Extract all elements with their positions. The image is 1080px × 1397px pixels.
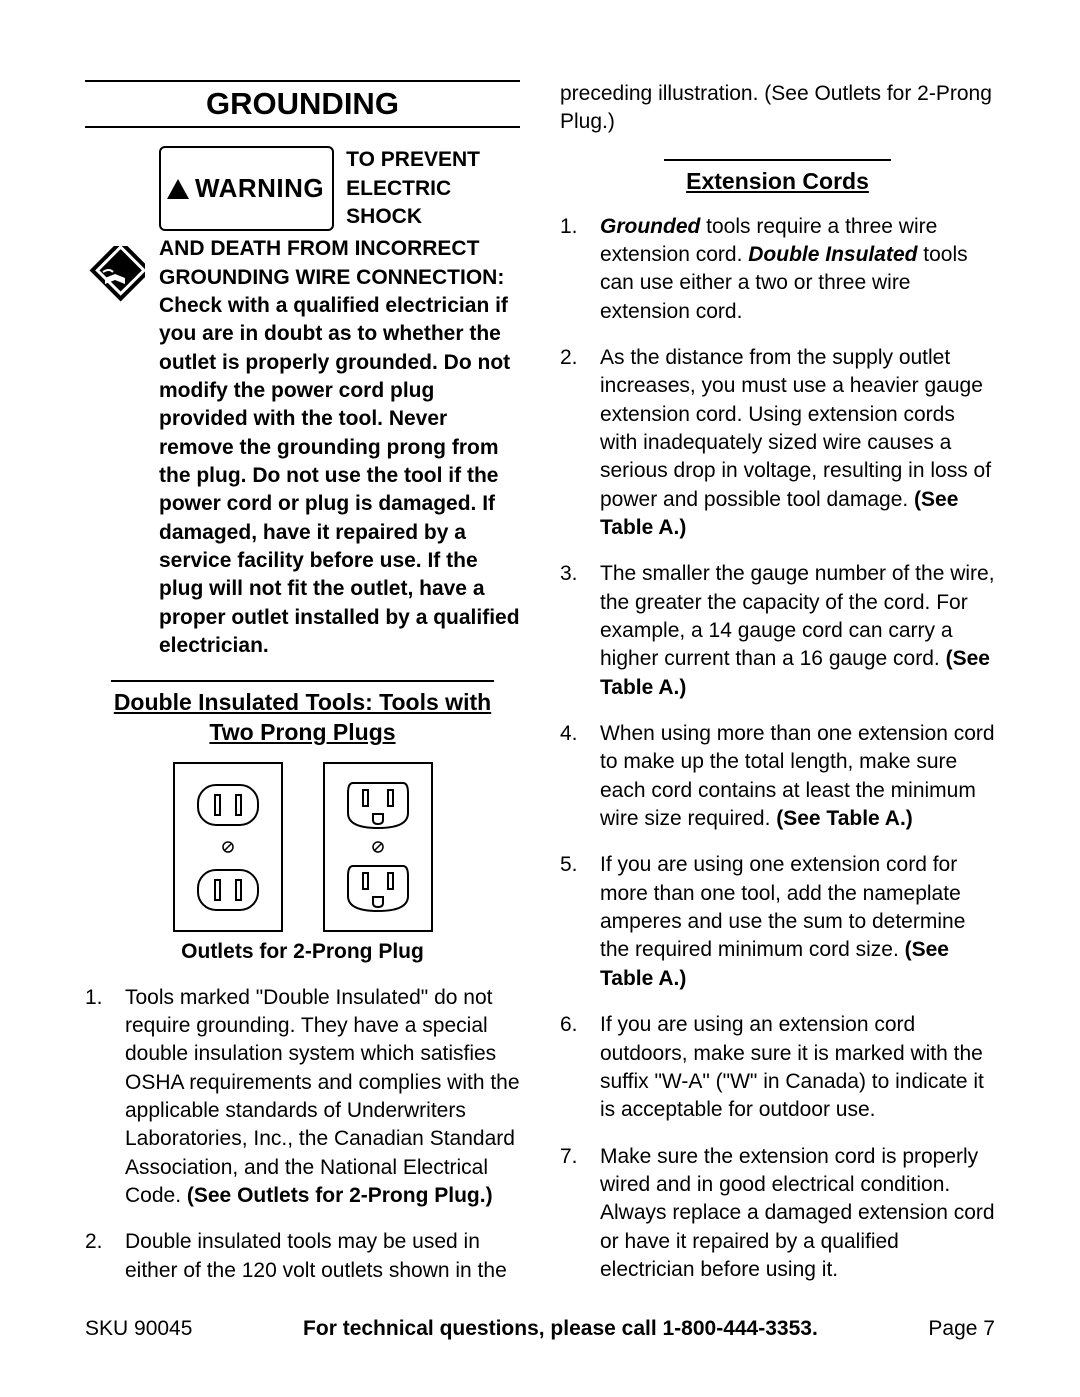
section-title-grounding: GROUNDING <box>85 80 520 128</box>
left-column: GROUNDING WARNING TO PREVENT ELECT <box>85 80 520 1303</box>
list-item: 1. Tools marked "Double Insulated" do no… <box>85 984 520 1211</box>
left-list: 1. Tools marked "Double Insulated" do no… <box>85 984 520 1285</box>
footer-center: For technical questions, please call 1-8… <box>303 1315 818 1342</box>
warning-block: WARNING TO PREVENT ELECTRIC SHOCK AND DE… <box>85 146 520 660</box>
list-item: 5. If you are using one extension cord f… <box>560 851 995 993</box>
warning-badge: WARNING <box>159 146 334 231</box>
list-item: 3. The smaller the gauge number of the w… <box>560 560 995 702</box>
read-manual-icon <box>85 246 145 660</box>
list-item: 2. As the distance from the supply outle… <box>560 344 995 542</box>
warning-text-wrapper: WARNING TO PREVENT ELECTRIC SHOCK AND DE… <box>159 146 520 660</box>
list-item: 4. When using more than one extension co… <box>560 720 995 833</box>
list-item: 7. Make sure the extension cord is prope… <box>560 1143 995 1285</box>
warning-body-text: Check with a qualified electrician if yo… <box>159 292 520 660</box>
subheading-extension-cords: Extension Cords <box>664 159 890 197</box>
page-footer: SKU 90045 For technical questions, pleas… <box>85 1315 995 1342</box>
list-item: 6. If you are using an extension cord ou… <box>560 1011 995 1124</box>
outlets-caption: Outlets for 2-Prong Plug <box>85 938 520 965</box>
warning-label: WARNING <box>195 172 324 206</box>
warning-lead-partial: TO PREVENT ELECTRIC SHOCK <box>346 146 520 231</box>
outlets-figure <box>85 762 520 932</box>
continuation-text: preceding illustration. (See Outlets for… <box>560 80 995 137</box>
outlet-plate-flat <box>173 762 283 932</box>
outlet-plate-grounded <box>323 762 433 932</box>
warning-lead-rest: AND DEATH FROM INCORRECT GROUNDING WIRE … <box>159 235 520 292</box>
right-column: preceding illustration. (See Outlets for… <box>560 80 995 1303</box>
footer-sku: SKU 90045 <box>85 1315 192 1342</box>
right-list: 1. Grounded tools require a three wire e… <box>560 213 995 1285</box>
list-item: 1. Grounded tools require a three wire e… <box>560 213 995 326</box>
subheading-double-insulated: Double Insulated Tools: Tools with Two P… <box>111 680 494 748</box>
list-item: 2. Double insulated tools may be used in… <box>85 1228 520 1285</box>
warning-triangle-icon <box>167 179 189 199</box>
footer-page: Page 7 <box>928 1315 995 1342</box>
